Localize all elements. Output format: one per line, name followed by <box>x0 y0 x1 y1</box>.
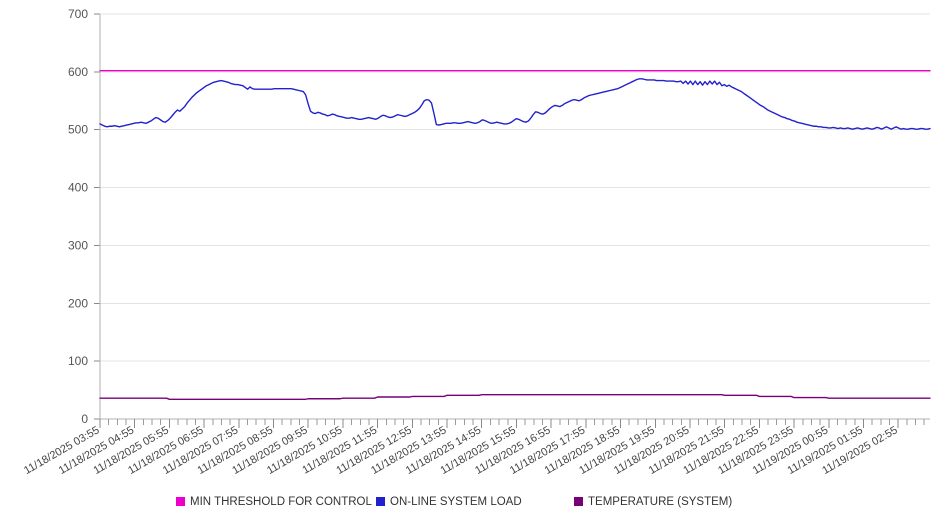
y-tick-label: 300 <box>68 238 88 252</box>
legend-label[interactable]: MIN THRESHOLD FOR CONTROL <box>190 496 372 508</box>
legend-label[interactable]: ON-LINE SYSTEM LOAD <box>390 496 522 508</box>
series-line-on-line-system-load <box>99 78 931 130</box>
legend-swatch <box>176 497 185 506</box>
y-tick-label: 100 <box>68 354 88 368</box>
y-tick-label: 700 <box>68 7 88 21</box>
y-tick-label: 600 <box>68 65 88 79</box>
y-tick-label: 200 <box>68 296 88 310</box>
legend-label[interactable]: TEMPERATURE (SYSTEM) <box>588 496 732 508</box>
series-line-temperature-system <box>99 394 931 401</box>
gridlines-group <box>100 13 930 420</box>
y-tick-label: 400 <box>68 181 88 195</box>
y-axis-labels-group: 0 100 200 300 400 500 600 700 <box>68 7 100 426</box>
y-tick-label: 500 <box>68 123 88 137</box>
legend-group: MIN THRESHOLD FOR CONTROL ON-LINE SYSTEM … <box>176 496 732 508</box>
y-tick-label: 0 <box>81 412 88 426</box>
axis-group <box>99 14 930 420</box>
legend-swatch <box>376 497 385 506</box>
x-axis-ticks-group <box>99 419 925 428</box>
series-group <box>99 70 931 401</box>
legend-swatch <box>574 497 583 506</box>
